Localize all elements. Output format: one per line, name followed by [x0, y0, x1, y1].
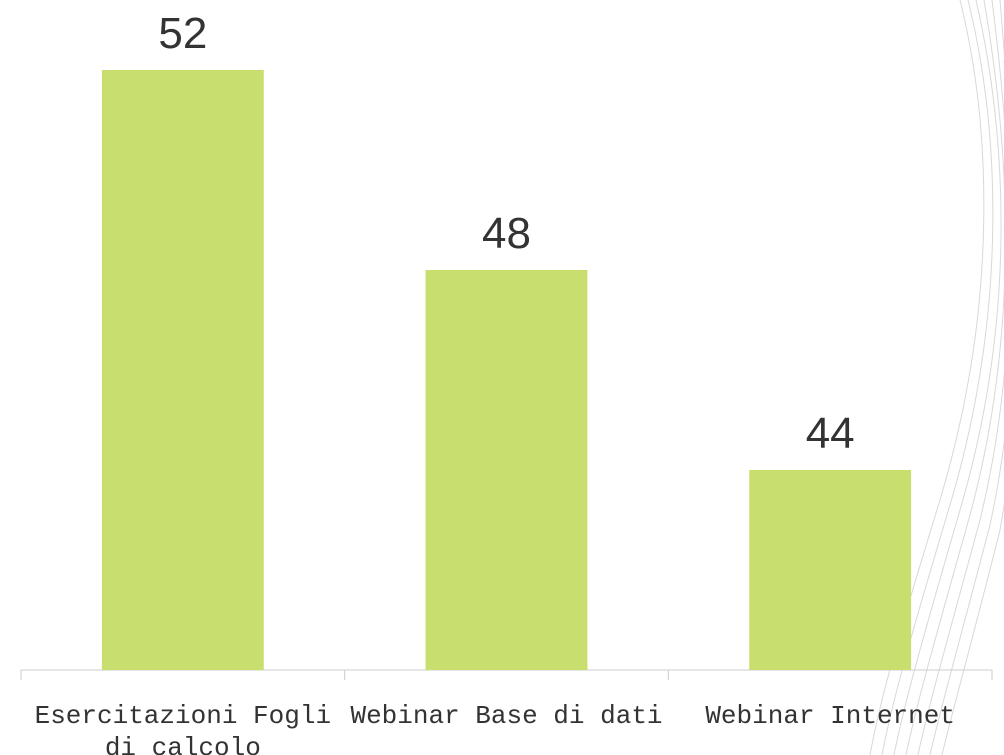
x-tick-label: Webinar Internet — [705, 701, 955, 731]
x-tick-label: Webinar Base di dati — [350, 701, 663, 731]
value-label: 52 — [158, 9, 207, 58]
bar — [749, 470, 912, 670]
bar — [425, 270, 588, 670]
value-label: 44 — [806, 409, 855, 458]
decoration — [869, 0, 1004, 755]
x-tick-label: Esercitazioni Fogli di calcolo — [34, 701, 332, 755]
value-label: 48 — [482, 209, 531, 258]
bar — [101, 70, 264, 670]
